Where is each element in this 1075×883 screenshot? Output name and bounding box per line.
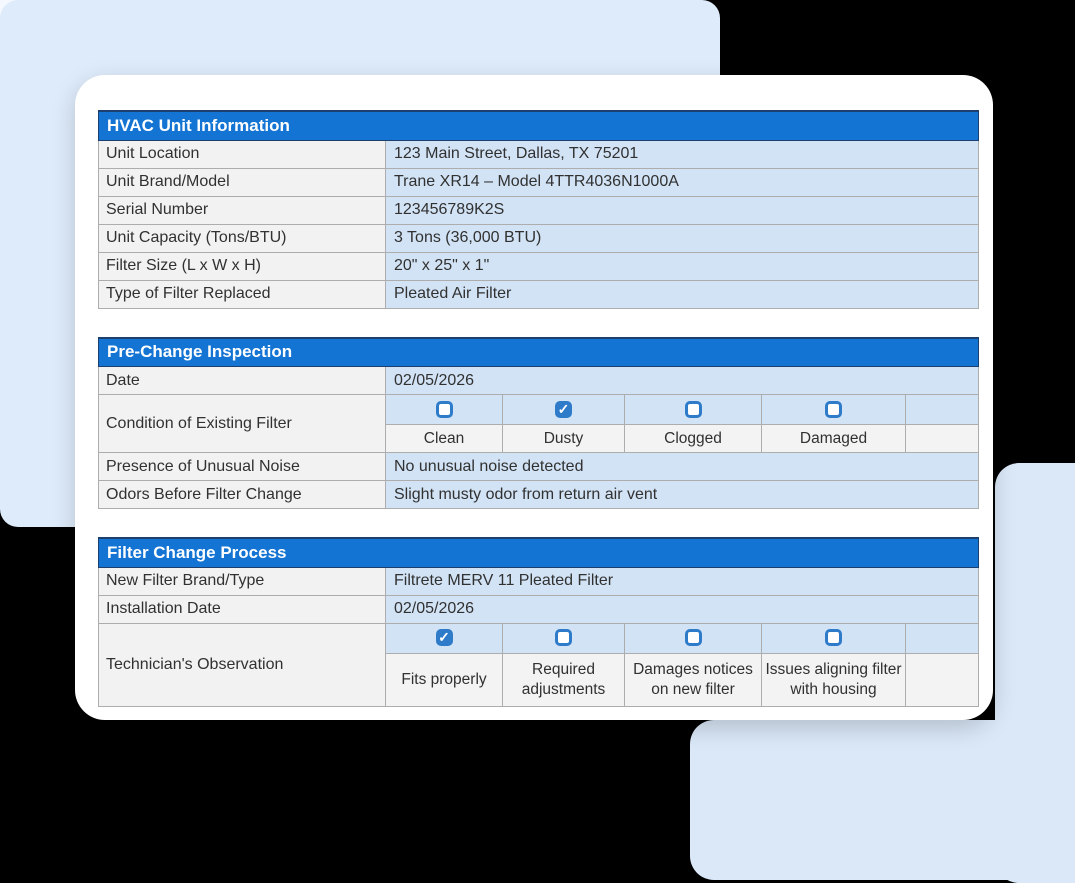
checkbox-label: Fits properly [385,652,503,707]
hvac-unit-information-table: HVAC Unit Information Unit Location 123 Ma… [97,110,980,309]
row-label: Unit Brand/Model [98,167,386,197]
filler-cell [904,394,980,425]
checkbox-issues-aligning-filter-with-housing[interactable] [825,629,842,647]
checkbox-label: Clean [385,424,503,453]
row-value: 02/05/2026 [384,366,980,395]
table-row: Unit Brand/Model Trane XR14 – Model 4TTR4… [98,167,980,197]
filler-cell [904,622,980,654]
checkbox-cell [761,622,906,654]
table-row: Unit Location 123 Main Street, Dallas, TX… [98,139,980,169]
row-label: New Filter Brand/Type [98,566,386,596]
checkbox-label: Issues aligning filter with housing [761,652,906,707]
row-value: Trane XR14 – Model 4TTR4036N1000A [384,167,980,197]
row-label: Filter Size (L x W x H) [98,251,386,281]
table-row: Installation Date 02/05/2026 [98,594,980,624]
table-row: Odors Before Filter Change Slight musty o… [98,480,980,509]
checkbox-label-row: Clean Dusty Clogged Damaged [99,424,980,453]
filler-cell [904,652,980,707]
row-value: Slight musty odor from return air vent [384,480,980,509]
table-title: HVAC Unit Information [97,110,980,141]
row-label: Serial Number [98,195,386,225]
checkbox-label: Clogged [624,424,762,453]
checkbox-cell: ✓ [502,394,625,425]
checkbox-row: Condition of Existing Filter ✓ [98,394,980,453]
table-row: Unit Capacity (Tons/BTU) 3 Tons (36,000 B… [98,223,980,253]
table-title: Pre-Change Inspection [97,336,980,367]
table-title: Filter Change Process [97,537,980,568]
checkbox-cell [624,394,762,425]
row-label: Unit Capacity (Tons/BTU) [98,223,386,253]
row-label: Unit Location [98,139,386,169]
row-label: Date [98,366,386,395]
row-value: 20" x 25" x 1" [384,251,980,281]
filler-cell [904,424,980,453]
table-row: Type of Filter Replaced Pleated Air Filte… [98,279,980,309]
row-label: Type of Filter Replaced [98,279,386,309]
table-header-row: HVAC Unit Information [97,110,980,141]
pre-change-inspection-table: Pre-Change Inspection Date 02/05/2026 Condi… [97,336,980,509]
checkbox-cell [761,394,906,425]
row-label: Technician's Observation [98,622,386,707]
row-label: Condition of Existing Filter [98,394,386,453]
row-value: Pleated Air Filter [384,279,980,309]
checkbox-cell: ✓ [385,622,503,654]
checkbox-dusty[interactable]: ✓ [555,400,572,418]
row-value: 123 Main Street, Dallas, TX 75201 [384,139,980,169]
checkbox-fits-properly[interactable]: ✓ [435,629,453,647]
checkbox-required-adjustments[interactable] [555,629,572,647]
checkbox-label: Damaged [761,424,906,453]
row-value: 02/05/2026 [384,594,980,624]
row-value: No unusual noise detected [384,452,980,481]
checkbox-label-row: Fits properly Required adjustments Damages… [99,652,980,707]
row-value: 123456789K2S [384,195,980,225]
checkbox-cell [502,622,625,654]
table-row: Presence of Unusual Noise No unusual nois… [98,452,980,481]
table-header-row: Filter Change Process [97,537,980,568]
table-row: Serial Number 123456789K2S [98,195,980,225]
row-value: Filtrete MERV 11 Pleated Filter [384,566,980,596]
row-label: Odors Before Filter Change [98,480,386,509]
checkbox-label: Required adjustments [502,652,625,707]
table-row: New Filter Brand/Type Filtrete MERV 11 Pl… [98,566,980,596]
checkbox-clean[interactable] [435,400,453,418]
background-accent-bottom [690,720,1075,880]
table-header-row: Pre-Change Inspection [97,336,980,367]
table-row: Filter Size (L x W x H) 20" x 25" x 1" [98,251,980,281]
checkbox-damages-notices-on-new-filter[interactable] [684,629,702,647]
row-value: 3 Tons (36,000 BTU) [384,223,980,253]
checkbox-label: Damages notices on new filter [624,652,762,707]
table-row: Date 02/05/2026 [98,366,980,395]
checkbox-row: Technician's Observation ✓ [98,622,980,707]
checkbox-clogged[interactable] [684,400,702,418]
row-label: Installation Date [98,594,386,624]
checkbox-cell [624,622,762,654]
form-card: HVAC Unit Information Unit Location 123 Ma… [75,75,993,720]
checkbox-damaged[interactable] [825,400,842,418]
checkbox-label: Dusty [502,424,625,453]
checkbox-cell [385,394,503,425]
filter-change-process-table: Filter Change Process New Filter Brand/Ty… [97,537,980,707]
row-label: Presence of Unusual Noise [98,452,386,481]
